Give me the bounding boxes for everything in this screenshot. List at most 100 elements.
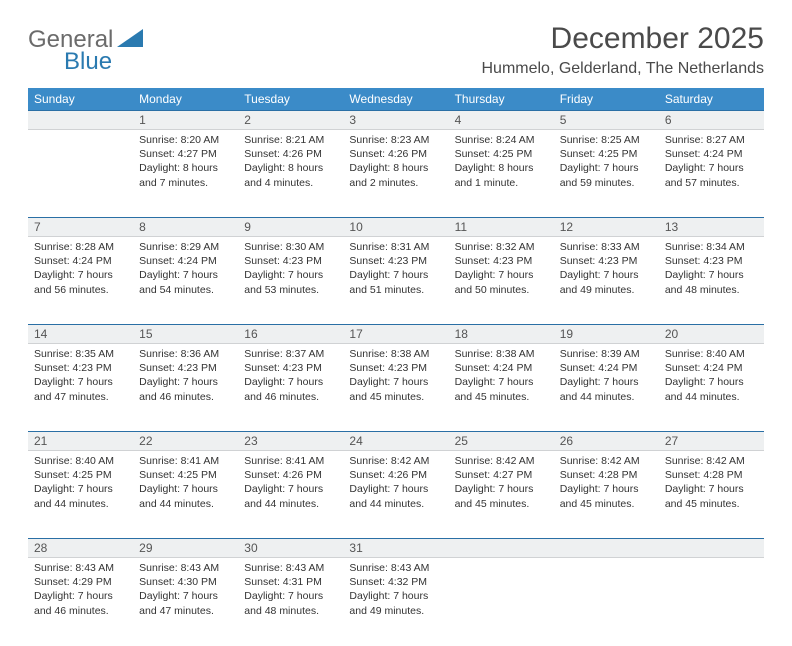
day-content: Sunrise: 8:41 AMSunset: 4:25 PMDaylight:…: [133, 451, 238, 517]
sunset-line: Sunset: 4:24 PM: [665, 147, 758, 161]
day-content-cell: Sunrise: 8:43 AMSunset: 4:31 PMDaylight:…: [238, 558, 343, 646]
daylight-line: Daylight: 7 hours and 46 minutes.: [139, 375, 232, 403]
day-number-cell: 23: [238, 432, 343, 451]
day-number-cell: 1: [133, 111, 238, 130]
day-number: 21: [28, 432, 133, 450]
daylight-line: Daylight: 7 hours and 45 minutes.: [455, 375, 548, 403]
calendar-table: Sunday Monday Tuesday Wednesday Thursday…: [28, 88, 764, 646]
sunset-line: Sunset: 4:25 PM: [34, 468, 127, 482]
sunset-line: Sunset: 4:24 PM: [139, 254, 232, 268]
day-number: 22: [133, 432, 238, 450]
day-content-cell: Sunrise: 8:24 AMSunset: 4:25 PMDaylight:…: [449, 130, 554, 218]
day-number: 1: [133, 111, 238, 129]
sunrise-line: Sunrise: 8:40 AM: [665, 347, 758, 361]
day-content: [28, 130, 133, 139]
sunrise-line: Sunrise: 8:43 AM: [34, 561, 127, 575]
day-number: 26: [554, 432, 659, 450]
daylight-line: Daylight: 7 hours and 46 minutes.: [244, 375, 337, 403]
daylight-line: Daylight: 8 hours and 4 minutes.: [244, 161, 337, 189]
day-content: Sunrise: 8:37 AMSunset: 4:23 PMDaylight:…: [238, 344, 343, 410]
day-content: Sunrise: 8:40 AMSunset: 4:24 PMDaylight:…: [659, 344, 764, 410]
sunset-line: Sunset: 4:28 PM: [560, 468, 653, 482]
day-number-cell: 11: [449, 218, 554, 237]
day-header: Saturday: [659, 88, 764, 111]
sunset-line: Sunset: 4:24 PM: [665, 361, 758, 375]
sunrise-line: Sunrise: 8:20 AM: [139, 133, 232, 147]
day-number-cell: 12: [554, 218, 659, 237]
sunrise-line: Sunrise: 8:34 AM: [665, 240, 758, 254]
sunset-line: Sunset: 4:23 PM: [139, 361, 232, 375]
title-block: December 2025 Hummelo, Gelderland, The N…: [481, 22, 764, 84]
day-number-cell: 5: [554, 111, 659, 130]
day-content-cell: Sunrise: 8:32 AMSunset: 4:23 PMDaylight:…: [449, 237, 554, 325]
day-content: Sunrise: 8:41 AMSunset: 4:26 PMDaylight:…: [238, 451, 343, 517]
daylight-line: Daylight: 7 hours and 44 minutes.: [560, 375, 653, 403]
sunset-line: Sunset: 4:23 PM: [244, 254, 337, 268]
day-number: 10: [343, 218, 448, 236]
day-number-cell: 9: [238, 218, 343, 237]
day-content: Sunrise: 8:40 AMSunset: 4:25 PMDaylight:…: [28, 451, 133, 517]
day-content: Sunrise: 8:38 AMSunset: 4:23 PMDaylight:…: [343, 344, 448, 410]
sunset-line: Sunset: 4:26 PM: [244, 147, 337, 161]
day-number: 3: [343, 111, 448, 129]
day-number: 2: [238, 111, 343, 129]
sunset-line: Sunset: 4:32 PM: [349, 575, 442, 589]
day-number-cell: 25: [449, 432, 554, 451]
day-number-cell: 28: [28, 539, 133, 558]
day-number-cell: 8: [133, 218, 238, 237]
day-content: [554, 558, 659, 567]
day-content-cell: Sunrise: 8:41 AMSunset: 4:26 PMDaylight:…: [238, 451, 343, 539]
daylight-line: Daylight: 7 hours and 44 minutes.: [244, 482, 337, 510]
day-number-cell: 3: [343, 111, 448, 130]
header: General Blue December 2025 Hummelo, Geld…: [28, 22, 764, 84]
day-number-cell: 7: [28, 218, 133, 237]
day-content-cell: [659, 558, 764, 646]
day-content-cell: Sunrise: 8:42 AMSunset: 4:27 PMDaylight:…: [449, 451, 554, 539]
sunrise-line: Sunrise: 8:32 AM: [455, 240, 548, 254]
day-content: Sunrise: 8:42 AMSunset: 4:27 PMDaylight:…: [449, 451, 554, 517]
day-content-cell: Sunrise: 8:38 AMSunset: 4:24 PMDaylight:…: [449, 344, 554, 432]
day-number: 28: [28, 539, 133, 557]
daylight-line: Daylight: 8 hours and 2 minutes.: [349, 161, 442, 189]
day-content: Sunrise: 8:20 AMSunset: 4:27 PMDaylight:…: [133, 130, 238, 196]
day-number: 4: [449, 111, 554, 129]
sunrise-line: Sunrise: 8:41 AM: [244, 454, 337, 468]
daylight-line: Daylight: 7 hours and 45 minutes.: [349, 375, 442, 403]
day-number-cell: [659, 539, 764, 558]
week-content-row: Sunrise: 8:20 AMSunset: 4:27 PMDaylight:…: [28, 130, 764, 218]
day-header-row: Sunday Monday Tuesday Wednesday Thursday…: [28, 88, 764, 111]
day-number: 16: [238, 325, 343, 343]
day-header: Tuesday: [238, 88, 343, 111]
day-content-cell: [554, 558, 659, 646]
day-number-cell: 19: [554, 325, 659, 344]
sunrise-line: Sunrise: 8:42 AM: [349, 454, 442, 468]
day-number-cell: 24: [343, 432, 448, 451]
sunset-line: Sunset: 4:23 PM: [560, 254, 653, 268]
day-content-cell: Sunrise: 8:40 AMSunset: 4:24 PMDaylight:…: [659, 344, 764, 432]
day-content: Sunrise: 8:31 AMSunset: 4:23 PMDaylight:…: [343, 237, 448, 303]
week-content-row: Sunrise: 8:28 AMSunset: 4:24 PMDaylight:…: [28, 237, 764, 325]
day-number-cell: 21: [28, 432, 133, 451]
day-number-cell: [449, 539, 554, 558]
sunset-line: Sunset: 4:25 PM: [139, 468, 232, 482]
sunset-line: Sunset: 4:27 PM: [455, 468, 548, 482]
day-content-cell: Sunrise: 8:42 AMSunset: 4:28 PMDaylight:…: [554, 451, 659, 539]
day-number: 13: [659, 218, 764, 236]
day-content-cell: [28, 130, 133, 218]
sunrise-line: Sunrise: 8:39 AM: [560, 347, 653, 361]
daylight-line: Daylight: 8 hours and 7 minutes.: [139, 161, 232, 189]
day-content: Sunrise: 8:35 AMSunset: 4:23 PMDaylight:…: [28, 344, 133, 410]
sunset-line: Sunset: 4:29 PM: [34, 575, 127, 589]
day-content-cell: Sunrise: 8:28 AMSunset: 4:24 PMDaylight:…: [28, 237, 133, 325]
day-number-cell: 2: [238, 111, 343, 130]
day-content: [659, 558, 764, 567]
day-content: Sunrise: 8:30 AMSunset: 4:23 PMDaylight:…: [238, 237, 343, 303]
day-content: Sunrise: 8:43 AMSunset: 4:31 PMDaylight:…: [238, 558, 343, 624]
day-number-cell: 29: [133, 539, 238, 558]
month-title: December 2025: [481, 22, 764, 56]
day-content: Sunrise: 8:24 AMSunset: 4:25 PMDaylight:…: [449, 130, 554, 196]
day-number: 20: [659, 325, 764, 343]
day-number-cell: 6: [659, 111, 764, 130]
day-number-cell: 17: [343, 325, 448, 344]
day-number: [449, 539, 554, 557]
